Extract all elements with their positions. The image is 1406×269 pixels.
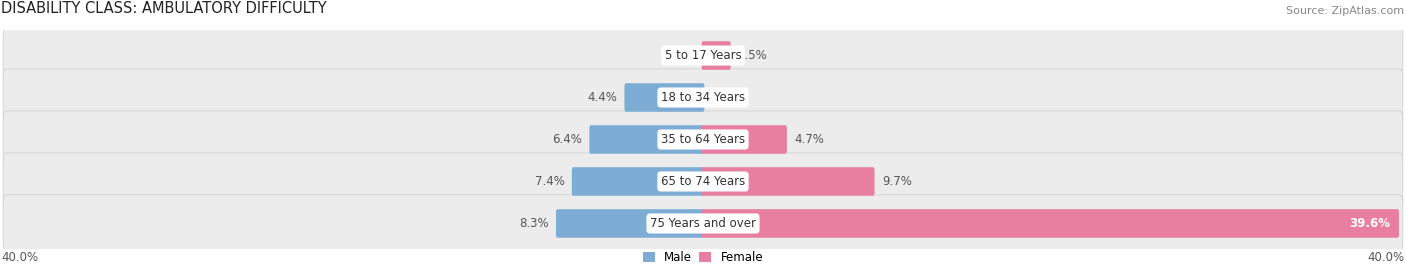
Text: 9.7%: 9.7% xyxy=(882,175,911,188)
FancyBboxPatch shape xyxy=(572,167,704,196)
Legend: Male, Female: Male, Female xyxy=(638,246,768,269)
Text: 0.0%: 0.0% xyxy=(665,49,695,62)
Text: DISABILITY CLASS: AMBULATORY DIFFICULTY: DISABILITY CLASS: AMBULATORY DIFFICULTY xyxy=(1,1,328,16)
FancyBboxPatch shape xyxy=(3,27,1403,84)
Text: 65 to 74 Years: 65 to 74 Years xyxy=(661,175,745,188)
Text: 1.5%: 1.5% xyxy=(738,49,768,62)
Text: 18 to 34 Years: 18 to 34 Years xyxy=(661,91,745,104)
Text: 75 Years and over: 75 Years and over xyxy=(650,217,756,230)
FancyBboxPatch shape xyxy=(624,83,704,112)
Text: 4.4%: 4.4% xyxy=(588,91,617,104)
FancyBboxPatch shape xyxy=(3,195,1403,252)
Text: 5 to 17 Years: 5 to 17 Years xyxy=(665,49,741,62)
FancyBboxPatch shape xyxy=(702,41,731,70)
FancyBboxPatch shape xyxy=(589,125,704,154)
Text: 7.4%: 7.4% xyxy=(534,175,564,188)
FancyBboxPatch shape xyxy=(702,125,787,154)
FancyBboxPatch shape xyxy=(3,153,1403,210)
Text: 35 to 64 Years: 35 to 64 Years xyxy=(661,133,745,146)
Text: 6.4%: 6.4% xyxy=(553,133,582,146)
FancyBboxPatch shape xyxy=(3,111,1403,168)
Text: 40.0%: 40.0% xyxy=(1368,251,1405,264)
FancyBboxPatch shape xyxy=(555,209,704,238)
Text: 0.0%: 0.0% xyxy=(711,91,741,104)
Text: 4.7%: 4.7% xyxy=(794,133,824,146)
FancyBboxPatch shape xyxy=(3,69,1403,126)
FancyBboxPatch shape xyxy=(702,209,1399,238)
Text: Source: ZipAtlas.com: Source: ZipAtlas.com xyxy=(1286,6,1405,16)
Text: 40.0%: 40.0% xyxy=(1,251,38,264)
Text: 8.3%: 8.3% xyxy=(519,217,548,230)
FancyBboxPatch shape xyxy=(702,167,875,196)
Text: 39.6%: 39.6% xyxy=(1350,217,1391,230)
